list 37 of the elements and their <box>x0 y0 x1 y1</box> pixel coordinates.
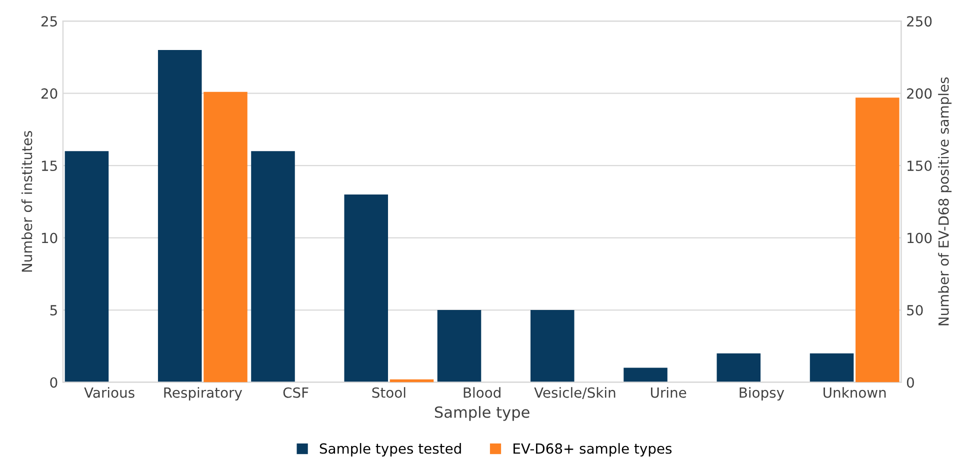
bar <box>158 50 202 382</box>
bar <box>64 151 109 382</box>
x-tick-label: Stool <box>372 387 406 398</box>
x-tick-label: Respiratory <box>164 387 242 401</box>
bar <box>716 353 761 382</box>
legend-label: Sample types tested <box>320 443 461 456</box>
x-tick-label: Blood <box>464 387 500 398</box>
x-tick-label: Unknown <box>824 387 886 398</box>
bar <box>251 151 295 382</box>
y-tick-label: 5 <box>50 305 57 316</box>
bar <box>856 98 900 382</box>
y2-tick-label: 0 <box>906 377 914 388</box>
y-tick-label: 0 <box>50 377 58 388</box>
y2-tick-label: 200 <box>907 88 932 99</box>
y-tick-label: 20 <box>41 88 58 99</box>
x-tick-label: Biopsy <box>740 387 784 401</box>
x-tick-label: Urine <box>651 387 686 398</box>
bar <box>204 92 248 382</box>
y2-tick-label: 50 <box>907 304 923 316</box>
y-tick-label: 25 <box>41 16 57 27</box>
y-tick-label: 15 <box>42 160 57 172</box>
y2-tick-label: 250 <box>907 16 932 27</box>
y-tick-label: 10 <box>42 232 58 244</box>
x-axis-title: Sample type <box>434 406 530 421</box>
y2-tick-label: 150 <box>908 160 932 172</box>
bar <box>344 194 388 382</box>
legend-label: EV-D68+ sample types <box>514 443 672 456</box>
x-tick-label: CSF <box>283 387 308 398</box>
bar <box>530 310 574 382</box>
y-axis-title: Number of institutes <box>21 131 32 272</box>
x-tick-label: Vesicle/Skin <box>534 387 616 399</box>
x-tick-label: Various <box>84 387 134 398</box>
bar <box>810 353 854 382</box>
bar <box>437 310 482 382</box>
y2-axis-title: Number of EV-D68 positive samples <box>938 77 952 326</box>
bar <box>624 368 668 382</box>
y2-tick-label: 100 <box>908 232 932 244</box>
